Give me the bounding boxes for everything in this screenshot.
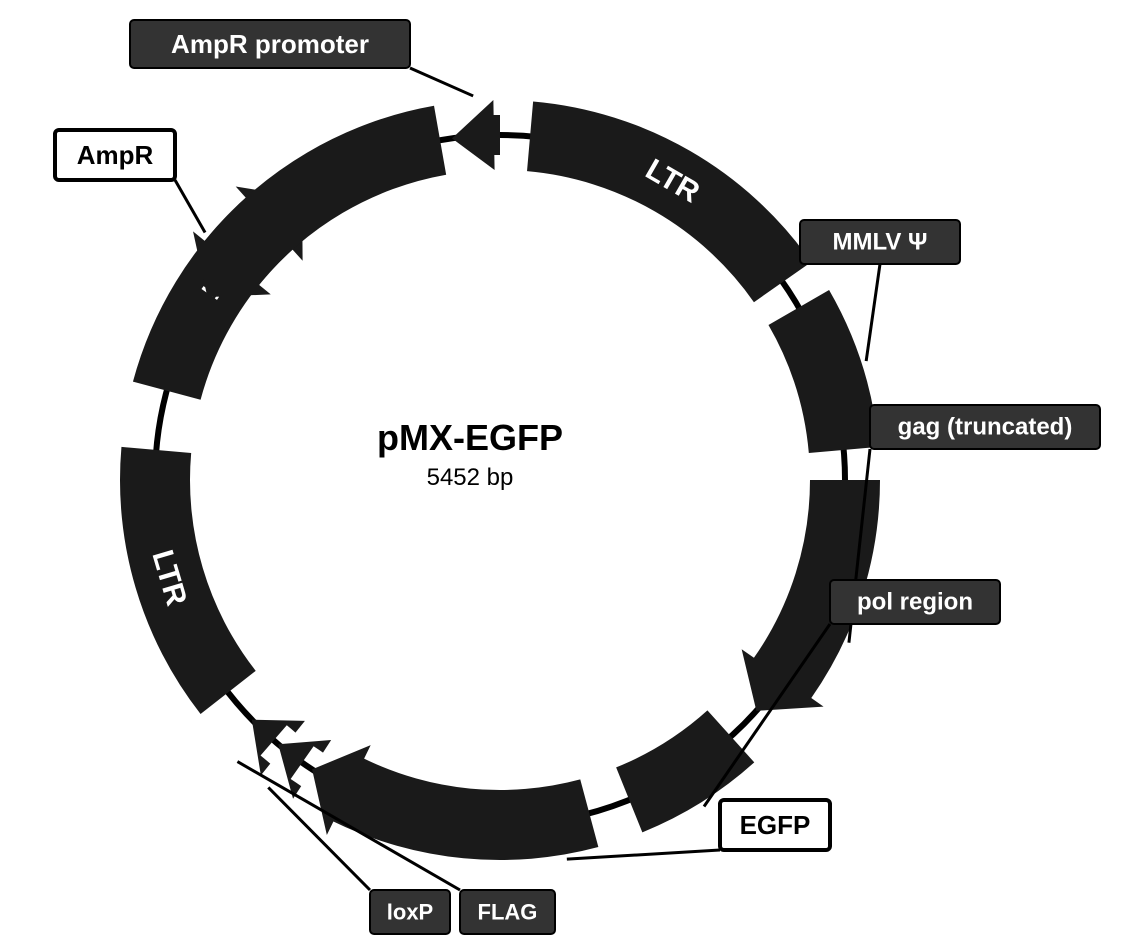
segment-ampr: [193, 106, 446, 297]
segment-ampr_prom: [452, 100, 500, 170]
label-text-flag: FLAG: [478, 900, 538, 925]
plasmid-name: pMX-EGFP: [377, 417, 563, 458]
plasmid-map: LTRMMLV Ψgag (truncated)pol regionEGFPlo…: [0, 0, 1124, 941]
segment-egfp: [312, 745, 598, 860]
label-box-mmlv: MMLV Ψ: [800, 220, 960, 264]
label-box-loxp: loxP: [370, 890, 450, 934]
label-box-ampr_prom: AmpR promoter: [130, 20, 410, 68]
segment-ltr1: [527, 101, 811, 302]
leader-egfp: [567, 850, 720, 859]
label-text-pol: pol region: [857, 589, 973, 616]
label-box-pol: pol region: [830, 580, 1000, 624]
segment-mmlv: [768, 290, 878, 453]
plasmid-size: 5452 bp: [427, 464, 514, 491]
label-box-flag: FLAG: [460, 890, 555, 934]
label-box-ampr: AmpR: [55, 130, 175, 180]
label-box-egfp: EGFP: [720, 800, 830, 850]
label-text-egfp: EGFP: [740, 810, 811, 840]
label-text-ampr_prom: AmpR promoter: [171, 29, 369, 59]
label-text-ampr: AmpR: [77, 140, 154, 170]
label-text-loxp: loxP: [387, 900, 433, 925]
label-text-mmlv: MMLV Ψ: [833, 229, 928, 256]
leader-ampr_prom: [410, 68, 473, 96]
leader-mmlv: [866, 264, 880, 361]
label-box-gag: gag (truncated): [870, 405, 1100, 449]
label-text-gag: gag (truncated): [898, 414, 1073, 441]
leader-ampr: [175, 180, 205, 233]
